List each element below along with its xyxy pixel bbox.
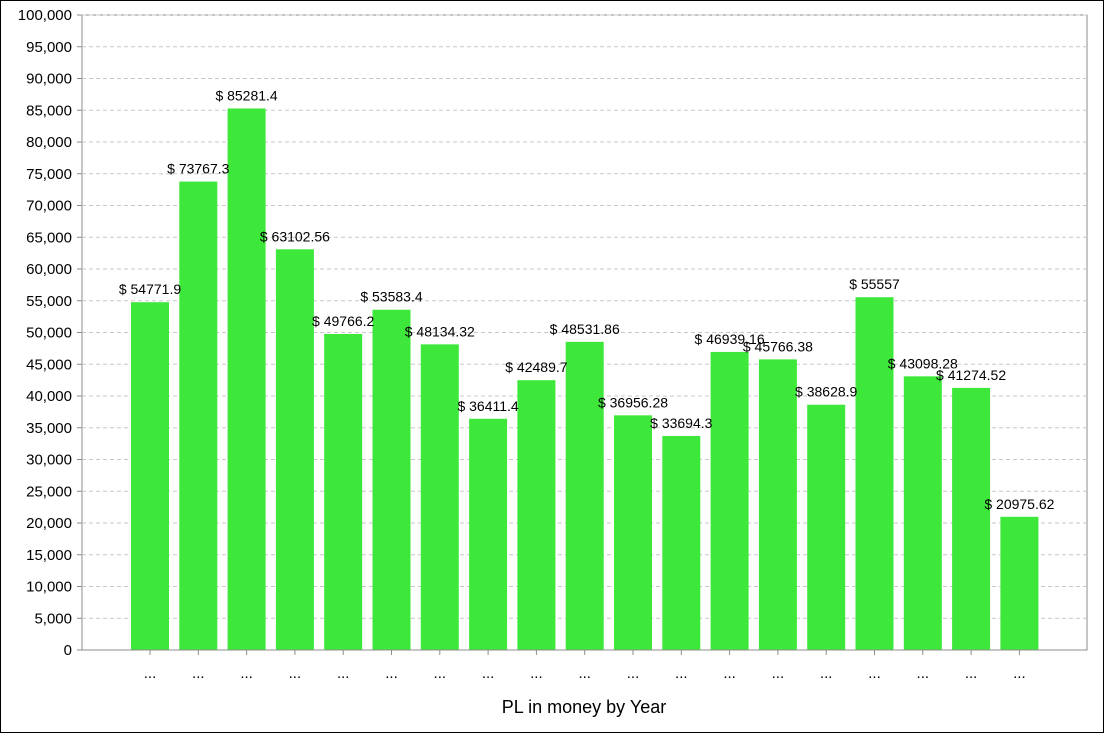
y-tick-label: 60,000 xyxy=(26,261,72,278)
x-axis-ticks: ........................................… xyxy=(82,649,1087,682)
data-label: $ 38628.9 xyxy=(795,384,857,400)
data-label: $ 41274.52 xyxy=(936,367,1006,383)
y-tick-label: 55,000 xyxy=(26,293,72,310)
bar xyxy=(517,380,556,650)
y-tick-label: 10,000 xyxy=(26,579,72,596)
data-label: $ 36411.4 xyxy=(457,398,518,414)
data-label: $ 63102.56 xyxy=(260,228,330,244)
bar xyxy=(179,181,218,651)
y-tick-label: 0 xyxy=(64,642,72,659)
bar xyxy=(758,359,797,650)
x-tick-label: ... xyxy=(723,665,736,682)
data-label: $ 48531.86 xyxy=(550,321,620,337)
data-label: $ 33694.3 xyxy=(650,415,712,431)
bar xyxy=(227,108,266,650)
x-tick-label: ... xyxy=(482,665,495,682)
y-tick-label: 85,000 xyxy=(26,102,72,119)
y-tick-label: 75,000 xyxy=(26,166,72,183)
bar xyxy=(275,249,314,650)
bar xyxy=(469,418,508,650)
bar xyxy=(131,302,169,650)
y-tick-label: 65,000 xyxy=(26,229,72,246)
bar xyxy=(662,436,701,650)
x-tick-label: ... xyxy=(820,665,833,682)
bar xyxy=(710,351,749,650)
y-tick-label: 80,000 xyxy=(26,134,72,151)
x-tick-label: ... xyxy=(530,665,543,682)
x-tick-label: ... xyxy=(627,665,640,682)
data-label: $ 46939.16 xyxy=(695,331,765,347)
y-tick-label: 30,000 xyxy=(26,452,72,469)
data-label: $ 36956.28 xyxy=(598,394,668,410)
bar xyxy=(855,297,894,650)
data-label: $ 42489.7 xyxy=(505,359,567,375)
x-tick-label: ... xyxy=(337,665,350,682)
data-label: $ 49766.2 xyxy=(312,313,374,329)
x-tick-label: ... xyxy=(772,665,785,682)
data-label: $ 53583.4 xyxy=(360,289,422,305)
x-tick-label: ... xyxy=(192,665,205,682)
y-tick-label: 95,000 xyxy=(26,39,72,56)
x-tick-label: ... xyxy=(578,665,591,682)
data-label: $ 54771.9 xyxy=(119,281,181,297)
bar xyxy=(420,344,459,650)
x-tick-label: ... xyxy=(868,665,881,682)
y-tick-label: 40,000 xyxy=(26,388,72,405)
data-label: $ 85281.4 xyxy=(215,87,277,103)
y-axis-ticks: 0 5,000 10,000 15,000 20,000 25,000 30,000 35,0… xyxy=(18,7,82,659)
x-tick-label: ... xyxy=(385,665,398,682)
x-tick-label: ... xyxy=(240,665,253,682)
data-label: $ 73767.3 xyxy=(167,161,229,177)
x-tick-label: ... xyxy=(1013,665,1026,682)
x-axis-title: PL in money by Year xyxy=(502,697,666,717)
data-labels: $ 54771.9 $ 73767.3 $ 85281.4 $ 63102.56 $ 4… xyxy=(119,87,1055,511)
data-label: $ 55557 xyxy=(849,276,900,292)
x-tick-label: ... xyxy=(917,665,930,682)
bar xyxy=(372,309,411,650)
y-tick-label: 25,000 xyxy=(26,483,72,500)
bars xyxy=(131,108,1039,651)
data-label: $ 20975.62 xyxy=(984,496,1054,512)
data-label: $ 48134.32 xyxy=(405,323,475,339)
bar xyxy=(1000,516,1039,650)
bar xyxy=(903,376,942,650)
y-tick-label: 70,000 xyxy=(26,198,72,215)
y-tick-label: 50,000 xyxy=(26,325,72,342)
x-tick-label: ... xyxy=(289,665,302,682)
y-tick-label: 20,000 xyxy=(26,515,72,532)
x-tick-label: ... xyxy=(144,665,157,682)
x-tick-label: ... xyxy=(675,665,688,682)
x-tick-label: ... xyxy=(965,665,978,682)
data-label: $ 45766.38 xyxy=(743,338,813,354)
y-tick-label: 90,000 xyxy=(26,71,72,88)
data-label: $ 43098.28 xyxy=(888,355,958,371)
y-tick-label: 100,000 xyxy=(18,7,72,24)
y-tick-label: 35,000 xyxy=(26,420,72,437)
x-tick-label: ... xyxy=(434,665,447,682)
bar xyxy=(952,387,991,650)
y-tick-label: 45,000 xyxy=(26,356,72,373)
bar xyxy=(614,415,652,650)
bar xyxy=(807,404,846,650)
y-tick-label: 5,000 xyxy=(34,610,72,627)
bar xyxy=(324,333,363,650)
y-tick-label: 15,000 xyxy=(26,547,72,564)
bar xyxy=(565,341,604,650)
